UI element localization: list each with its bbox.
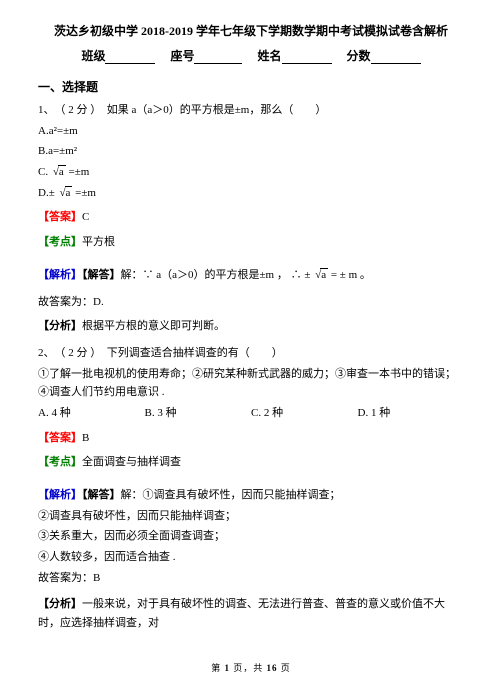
blank-seat[interactable] (194, 51, 242, 64)
q2-fenxi-val: 一般来说，对于具有破坏性的调查、无法进行普查、普查的意义或价值不大时，应选择抽样… (38, 598, 445, 629)
answer-label: 【答案】 (38, 211, 82, 223)
q2-fenxi: 【分析】一般来说，对于具有破坏性的调查、无法进行普查、普查的意义或价值不大时，应… (38, 595, 464, 632)
jiexi-label: 【解析】 (38, 269, 82, 281)
q2-kaodian-val: 全面调查与抽样调查 (82, 456, 181, 468)
label-name: 姓名 (258, 49, 282, 63)
q1-answer-val: C (82, 211, 89, 223)
fill-row: 班级 座号 姓名 分数 (38, 47, 464, 64)
q2-optA: A. 4 种 (38, 404, 145, 423)
q1-optC-rad: a (58, 165, 66, 178)
q2-optC: C. 2 种 (251, 404, 358, 423)
fenxi-label: 【分析】 (38, 320, 82, 332)
label-class: 班级 (81, 49, 105, 63)
blank-class[interactable] (105, 51, 155, 64)
jiexi-label: 【解析】 (38, 489, 82, 501)
q2-jiexi1-val: 解：①调查具有破坏性，因而只能抽样调查； (121, 489, 341, 501)
q1-optA: A.a²=±m (38, 122, 464, 141)
answer-label: 【答案】 (38, 432, 82, 444)
q1-optB: B.a=±m² (38, 142, 464, 161)
page-title: 茨达乡初级中学 2018-2019 学年七年级下学期数学期中考试模拟试卷含解析 (38, 22, 464, 39)
kaodian-label: 【考点】 (38, 236, 82, 248)
q1-fenxi: 【分析】根据平方根的意义即可判断。 (38, 317, 464, 336)
q1-so: 故答案为：D. (38, 293, 464, 312)
q1-jiexi-mid: ∴ ± (291, 269, 314, 281)
q1-jiexi-pre: 解：∵ a（a＞0）的平方根是±m ， (121, 269, 288, 281)
q1-answer: 【答案】C (38, 208, 464, 227)
q1-optD-pre: D.± (38, 187, 57, 199)
q2-so: 故答案为：B (38, 569, 464, 588)
footer-total: 16 (267, 663, 278, 673)
q1-jiexi: 【解析】【解答】解：∵ a（a＞0）的平方根是±m ， ∴ ± a = ± m … (38, 266, 464, 285)
q1-optD-rad: a (65, 186, 73, 199)
q2-optD: D. 1 种 (358, 404, 465, 423)
q1-optD-post: =±m (72, 187, 96, 199)
q1-kaodian: 【考点】平方根 (38, 233, 464, 252)
q2-kaodian: 【考点】全面调查与抽样调查 (38, 453, 464, 472)
q1-optC-pre: C. (38, 166, 51, 178)
q1-fenxi-val: 根据平方根的意义即可判断。 (82, 320, 225, 332)
q2-jiexi2: ②调查具有破坏性，因而只能抽样调查； (38, 507, 464, 526)
footer-pre: 第 (211, 663, 224, 673)
sqrt-icon: a (57, 184, 72, 203)
q2-jiexi3: ③关系重大，因而必须全面调查调查； (38, 527, 464, 546)
q1-optC-post: =±m (66, 166, 90, 178)
q1-stem: 1、 （ 2 分 ） 如果 a（a＞0）的平方根是±m，那么（ ） (38, 101, 464, 120)
q1-optD: D.± a =±m (38, 184, 464, 203)
sqrt-icon: a (313, 266, 328, 285)
q2-jiexi4: ④人数较多，因而适合抽查 . (38, 548, 464, 567)
label-seat: 座号 (170, 49, 194, 63)
blank-score[interactable] (371, 51, 421, 64)
footer-post: 页 (278, 663, 291, 673)
q1-optC: C. a =±m (38, 163, 464, 182)
q2-answer: 【答案】B (38, 429, 464, 448)
jieda-label: 【解答】 (82, 269, 121, 281)
q2-body: ①了解一批电视机的使用寿命；②研究某种新式武器的威力；③审查一本书中的错误；④调… (38, 365, 464, 402)
q2-stem: 2、 （ 2 分 ） 下列调查适合抽样调查的有（ ） (38, 344, 464, 363)
fenxi-label: 【分析】 (38, 598, 82, 610)
blank-name[interactable] (282, 51, 332, 64)
q2-jiexi1: 【解析】【解答】解：①调查具有破坏性，因而只能抽样调查； (38, 486, 464, 505)
footer-mid: 页，共 (230, 663, 267, 673)
section-heading: 一、选择题 (38, 78, 464, 95)
q1-jiexi-post: = ± m 。 (328, 269, 371, 281)
jieda-label: 【解答】 (82, 489, 121, 501)
label-score: 分数 (347, 49, 371, 63)
page-footer: 第 1 页，共 16 页 (0, 661, 502, 674)
sqrt-icon: a (51, 163, 66, 182)
q2-optB: B. 3 种 (145, 404, 252, 423)
q2-options: A. 4 种 B. 3 种 C. 2 种 D. 1 种 (38, 404, 464, 423)
q2-answer-val: B (82, 432, 89, 444)
q1-jiexi-rad: a (320, 268, 328, 281)
q1-kaodian-val: 平方根 (82, 236, 115, 248)
kaodian-label: 【考点】 (38, 456, 82, 468)
